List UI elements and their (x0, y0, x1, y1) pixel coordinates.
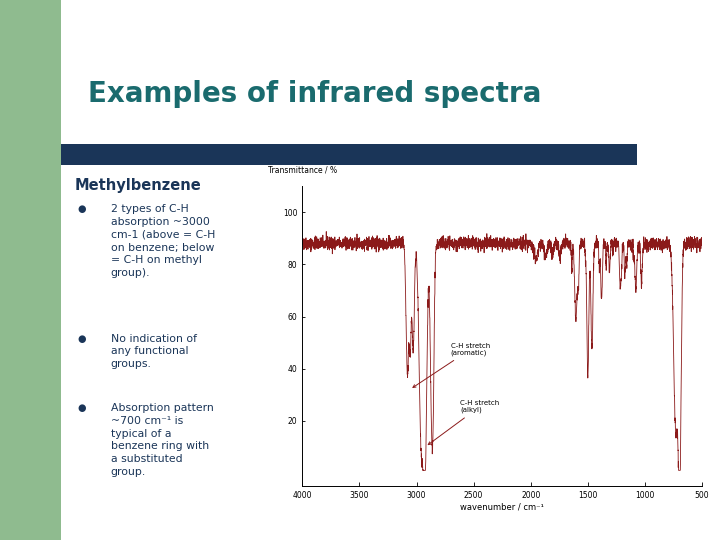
Text: C-H stretch
(alkyl): C-H stretch (alkyl) (428, 400, 499, 444)
Text: ●: ● (78, 334, 86, 343)
Text: Transmittance / %: Transmittance / % (269, 165, 338, 174)
Text: Methylbenzene: Methylbenzene (74, 178, 201, 193)
X-axis label: wavenumber / cm⁻¹: wavenumber / cm⁻¹ (460, 503, 544, 511)
Text: ●: ● (78, 403, 86, 413)
Text: Examples of infrared spectra: Examples of infrared spectra (88, 80, 541, 108)
Text: Absorption pattern
~700 cm⁻¹ is
typical of a
benzene ring with
a substituted
gro: Absorption pattern ~700 cm⁻¹ is typical … (111, 403, 213, 477)
Text: C-H stretch
(aromatic): C-H stretch (aromatic) (413, 343, 490, 387)
Text: No indication of
any functional
groups.: No indication of any functional groups. (111, 334, 197, 369)
Text: 2 types of C-H
absorption ~3000
cm-1 (above = C-H
on benzene; below
= C-H on met: 2 types of C-H absorption ~3000 cm-1 (ab… (111, 204, 215, 278)
Text: ●: ● (78, 204, 86, 214)
